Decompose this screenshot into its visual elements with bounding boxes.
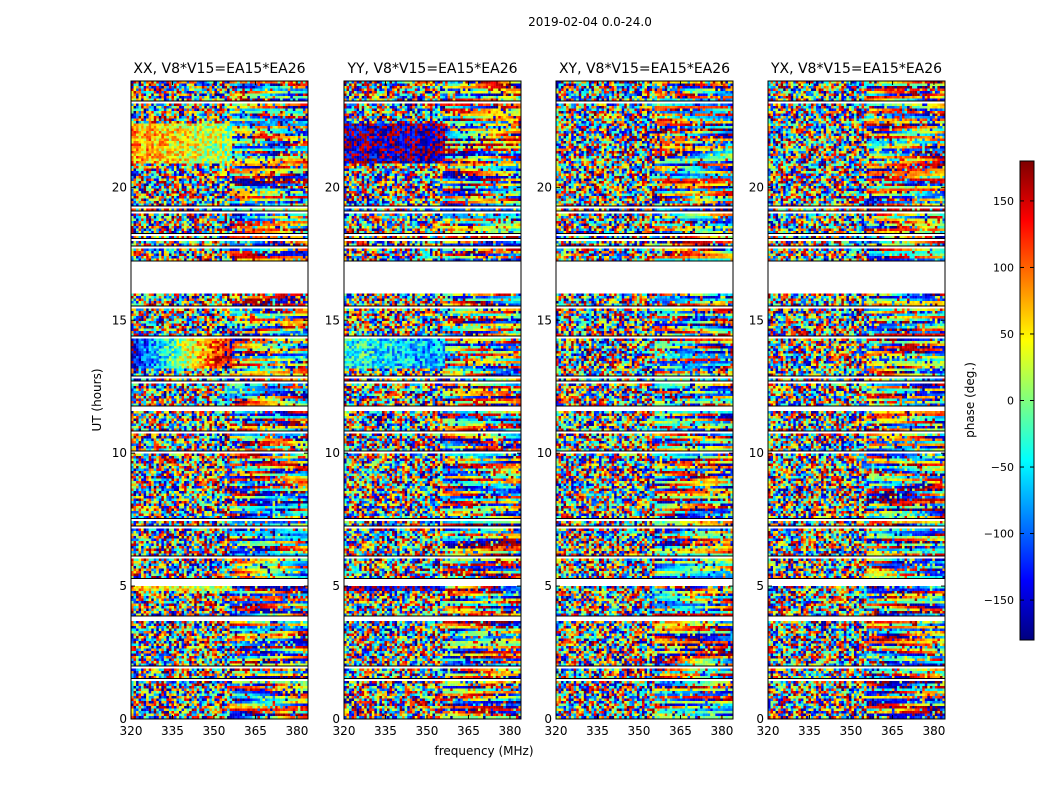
y-tick-label: 5 — [544, 579, 552, 593]
x-tick-label: 365 — [881, 724, 904, 738]
colorbar-tick-label: 50 — [1000, 328, 1014, 341]
x-tick-label: 320 — [545, 724, 568, 738]
x-tick-label: 335 — [161, 724, 184, 738]
x-tick-label: 380 — [922, 724, 945, 738]
panel-2: YY, V8*V15=EA15*EA26 320 335 350 365 380 0 5 10 1… — [325, 61, 522, 738]
x-tick-label: 335 — [374, 724, 397, 738]
y-tick-label: 0 — [544, 712, 552, 726]
panel-title: YX, V8*V15=EA15*EA26 — [770, 61, 942, 77]
panel-title: XX, V8*V15=EA15*EA26 — [133, 61, 305, 77]
x-tick-label: 380 — [498, 724, 521, 738]
y-tick-label: 10 — [325, 446, 340, 460]
colorbar-tick-label: −100 — [984, 528, 1014, 541]
y-tick-label: 10 — [749, 446, 764, 460]
panel-4: YX, V8*V15=EA15*EA26 320 335 350 365 380 0 5 10 1… — [749, 61, 946, 738]
x-tick-label: 365 — [669, 724, 692, 738]
y-tick-label: 0 — [332, 712, 340, 726]
x-tick-label: 365 — [244, 724, 267, 738]
panel-title: XY, V8*V15=EA15*EA26 — [559, 61, 730, 77]
y-tick-label: 5 — [332, 579, 340, 593]
panel-title: YY, V8*V15=EA15*EA26 — [346, 61, 517, 77]
figure-suptitle: 2019-02-04 0.0-24.0 — [528, 15, 652, 29]
colorbar-tick-label: −50 — [991, 461, 1014, 474]
y-tick-label: 0 — [756, 712, 764, 726]
panel-3: XY, V8*V15=EA15*EA26 320 335 350 365 380 0 5 10 1… — [537, 61, 734, 738]
y-tick-label: 0 — [119, 712, 127, 726]
panel-group: XX, V8*V15=EA15*EA26 320 335 350 365 380 0 5 10 1… — [112, 61, 946, 738]
y-tick-label: 5 — [756, 579, 764, 593]
y-tick-label: 20 — [749, 180, 764, 194]
x-tick-label: 320 — [757, 724, 780, 738]
colorbar-label: phase (deg.) — [963, 362, 977, 438]
colorbar-tick-label: −150 — [984, 594, 1014, 607]
y-axis-label: UT (hours) — [90, 368, 104, 431]
x-tick-label: 335 — [798, 724, 821, 738]
phase-heatmap — [344, 81, 521, 719]
y-tick-label: 20 — [537, 180, 552, 194]
x-tick-label: 380 — [710, 724, 733, 738]
phase-heatmap — [768, 81, 945, 719]
x-tick-label: 320 — [120, 724, 143, 738]
panel-1: XX, V8*V15=EA15*EA26 320 335 350 365 380 0 5 10 1… — [112, 61, 309, 738]
y-tick-label: 15 — [325, 313, 340, 327]
y-tick-label: 15 — [749, 313, 764, 327]
phase-heatmap — [131, 81, 308, 719]
x-tick-label: 365 — [457, 724, 480, 738]
colorbar-tick-label: 150 — [993, 195, 1014, 208]
x-tick-label: 335 — [586, 724, 609, 738]
colorbar-tick-label: 0 — [1007, 395, 1014, 408]
y-tick-label: 15 — [112, 313, 127, 327]
y-tick-label: 15 — [537, 313, 552, 327]
x-tick-label: 350 — [416, 724, 439, 738]
x-tick-label: 350 — [840, 724, 863, 738]
y-tick-label: 10 — [112, 446, 127, 460]
x-axis-label: frequency (MHz) — [434, 744, 533, 758]
x-tick-label: 320 — [333, 724, 356, 738]
phase-heatmap — [556, 81, 733, 719]
x-tick-label: 350 — [628, 724, 651, 738]
y-tick-label: 5 — [119, 579, 127, 593]
y-tick-label: 10 — [537, 446, 552, 460]
colorbar: 150 100 50 0 −50 −100 −150 phase (deg.) — [963, 161, 1034, 640]
colorbar-tick-label: 100 — [993, 261, 1014, 274]
x-tick-label: 350 — [203, 724, 226, 738]
y-tick-label: 20 — [325, 180, 340, 194]
x-tick-label: 380 — [285, 724, 308, 738]
y-tick-label: 20 — [112, 180, 127, 194]
